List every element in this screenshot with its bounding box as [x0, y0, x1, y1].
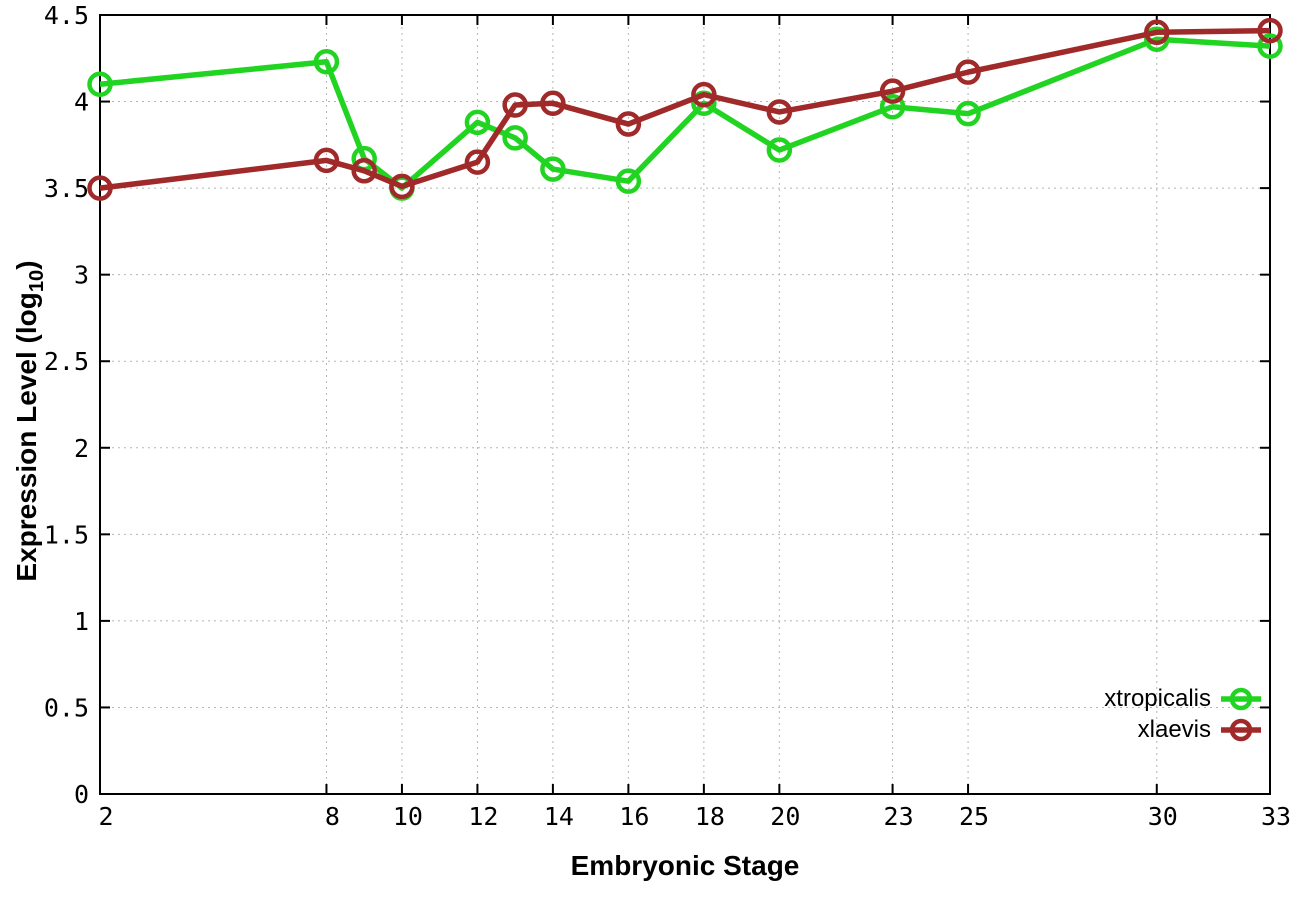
- data-point-xlaevis: [615, 111, 642, 137]
- y-axis-label-subscript: 10: [25, 269, 48, 293]
- data-point-xtropicalis: [615, 168, 642, 194]
- x-tick-label: 23: [884, 802, 914, 831]
- legend: xtropicalis xlaevis: [1104, 685, 1262, 744]
- legend-sample-circle: [1229, 687, 1253, 711]
- plot-border: [99, 14, 1271, 795]
- y-axis-label-suffix: ): [11, 260, 43, 270]
- x-tick-label: 2: [98, 802, 113, 831]
- data-point-xtropicalis: [879, 93, 906, 120]
- series-line-xlaevis: [99, 27, 1271, 191]
- x-tick-label: 12: [468, 802, 498, 831]
- legend-sample-circle: [1229, 718, 1253, 742]
- x-tick-label: 14: [544, 802, 574, 831]
- data-point-xlaevis: [502, 92, 528, 118]
- x-tick-label: 30: [1148, 802, 1178, 831]
- legend-item-xlaevis: xlaevis: [1138, 716, 1262, 744]
- y-tick-label: 1: [74, 607, 89, 636]
- data-point-xlaevis: [351, 158, 377, 184]
- data-point-xtropicalis: [1257, 33, 1283, 59]
- x-tick-label: 16: [619, 802, 649, 831]
- legend-label-xtropicalis: xtropicalis: [1104, 685, 1211, 712]
- data-point-xlaevis: [464, 149, 491, 175]
- x-tick-label: 25: [959, 802, 989, 831]
- x-tick-label: 10: [393, 802, 423, 831]
- legend-marker-icon-xtropicalis: [1221, 687, 1261, 711]
- y-tick-label: 0.5: [44, 693, 89, 722]
- data-point-xlaevis: [87, 175, 113, 201]
- y-tick-label: 3.5: [44, 174, 89, 203]
- x-axis-label: Embryonic Stage: [570, 850, 800, 881]
- data-point-xtropicalis: [955, 100, 981, 127]
- legend-item-xtropicalis: xtropicalis: [1104, 685, 1262, 713]
- data-point-xtropicalis: [766, 137, 793, 163]
- x-tick-label: 20: [770, 802, 800, 831]
- data-point-xlaevis: [691, 81, 717, 108]
- data-point-xtropicalis: [464, 109, 491, 136]
- x-tick-label: 18: [695, 802, 725, 831]
- y-axis-label: Expression Level (log10): [11, 260, 49, 581]
- y-tick-label: 0: [74, 780, 89, 809]
- y-tick-label: 4: [74, 88, 89, 117]
- y-tick-label: 4.5: [44, 1, 89, 30]
- data-point-xtropicalis: [540, 156, 566, 182]
- data-point-xlaevis: [389, 173, 415, 200]
- y-axis-label-text: Expression Level (log: [11, 292, 43, 582]
- data-point-xlaevis: [1257, 17, 1283, 44]
- data-point-xlaevis: [1144, 19, 1170, 46]
- data-point-xlaevis: [955, 59, 981, 85]
- y-tick-label: 3: [74, 261, 89, 290]
- legend-label-xlaevis: xlaevis: [1137, 716, 1211, 743]
- y-tick-label: 1.5: [44, 520, 89, 549]
- data-point-xlaevis: [540, 90, 566, 117]
- y-tick-label: 2.5: [44, 347, 89, 376]
- data-point-xtropicalis: [313, 48, 340, 75]
- data-point-xtropicalis: [87, 71, 113, 97]
- data-point-xtropicalis: [502, 125, 528, 151]
- data-point-xlaevis: [879, 78, 906, 104]
- legend-marker-icon-xlaevis: [1221, 718, 1261, 742]
- x-tick-label: 33: [1261, 802, 1291, 831]
- y-tick-label: 2: [74, 434, 89, 463]
- x-tick-label: 8: [325, 802, 340, 831]
- data-point-xlaevis: [313, 147, 340, 174]
- data-point-xlaevis: [766, 99, 793, 125]
